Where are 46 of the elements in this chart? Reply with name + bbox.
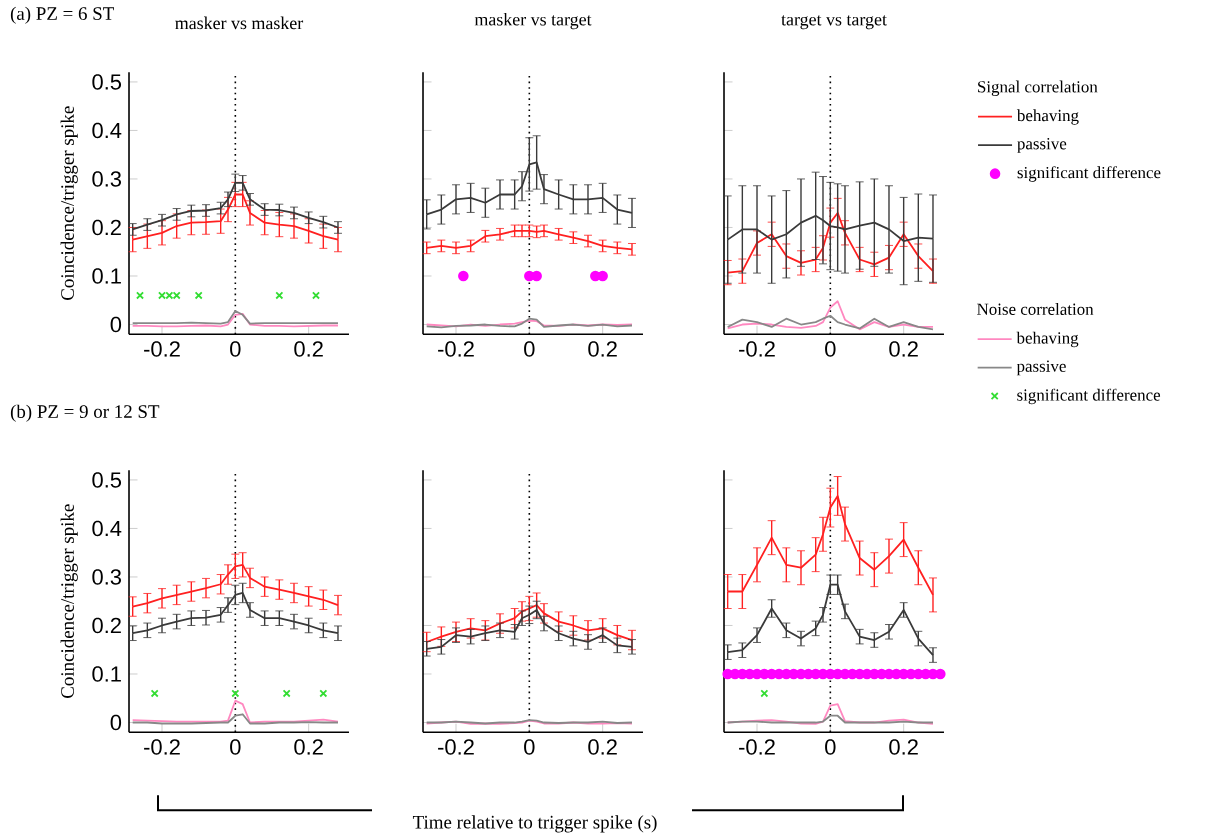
x-tick-label: 0.2	[588, 341, 617, 357]
x-tick-label: 0	[230, 739, 241, 755]
chart-title: masker vs masker	[175, 16, 304, 30]
legend-label: significant difference	[1017, 388, 1161, 405]
x-tick-label: 0	[825, 739, 836, 755]
x-tick-label: 0.2	[889, 739, 918, 755]
y-tick-label: 0.4	[92, 520, 122, 537]
x-tick-label: -0.2	[739, 341, 775, 357]
x-tick-label: 0	[524, 739, 535, 755]
legend-label: passive	[1017, 137, 1067, 153]
x-tick-label: 0.2	[294, 341, 323, 357]
y-axis-title: Coincidence/trigger spike	[60, 504, 78, 698]
y-tick-label: 0.3	[92, 569, 121, 585]
x-tick-label: -0.2	[144, 739, 180, 755]
y-tick-label: 0.1	[92, 666, 121, 682]
legend-label: significant difference	[1017, 166, 1161, 182]
chart-title: target vs target	[781, 15, 887, 30]
x-tick-label: 0.2	[889, 341, 918, 357]
y-axis-title: Coincidence/trigger spike	[60, 106, 78, 300]
legend-title: Signal correlation	[978, 80, 1098, 96]
legend-title: Noise correlation	[977, 303, 1094, 315]
x-tick-label: 0.2	[294, 739, 323, 755]
x-tick-label: 0	[524, 341, 535, 357]
y-tick-label: 0	[110, 316, 122, 333]
x-tick-label: -0.2	[739, 739, 775, 755]
y-tick-label: 0.2	[92, 617, 121, 634]
y-tick-label: 0.1	[92, 268, 121, 284]
y-tick-label: 0	[110, 714, 122, 731]
chart-title: masker vs target	[474, 12, 592, 30]
chart-subtitle: (b) PZ = 9 or 12 ST	[10, 404, 160, 422]
y-tick-label: 0.2	[92, 219, 121, 236]
y-tick-label: 0.5	[92, 74, 122, 90]
x-tick-label: 0.2	[588, 739, 617, 755]
x-tick-label: -0.2	[144, 341, 180, 357]
x-tick-label: -0.2	[438, 739, 474, 755]
y-tick-label: 0.3	[92, 171, 121, 187]
x-tick-label: -0.2	[438, 341, 474, 357]
x-tick-label: 0	[230, 341, 241, 357]
y-tick-label: 0.4	[92, 122, 122, 139]
legend-label: behaving	[1016, 109, 1079, 125]
x-tick-label: 0	[825, 341, 836, 357]
chart-subtitle: (a) PZ = 6 ST	[10, 6, 114, 24]
legend-label: behaving	[1016, 331, 1079, 348]
legend-label: passive	[1016, 360, 1066, 376]
y-tick-label: 0.5	[92, 472, 122, 488]
x-axis-title: Time relative to trigger spike (s)	[412, 815, 657, 833]
